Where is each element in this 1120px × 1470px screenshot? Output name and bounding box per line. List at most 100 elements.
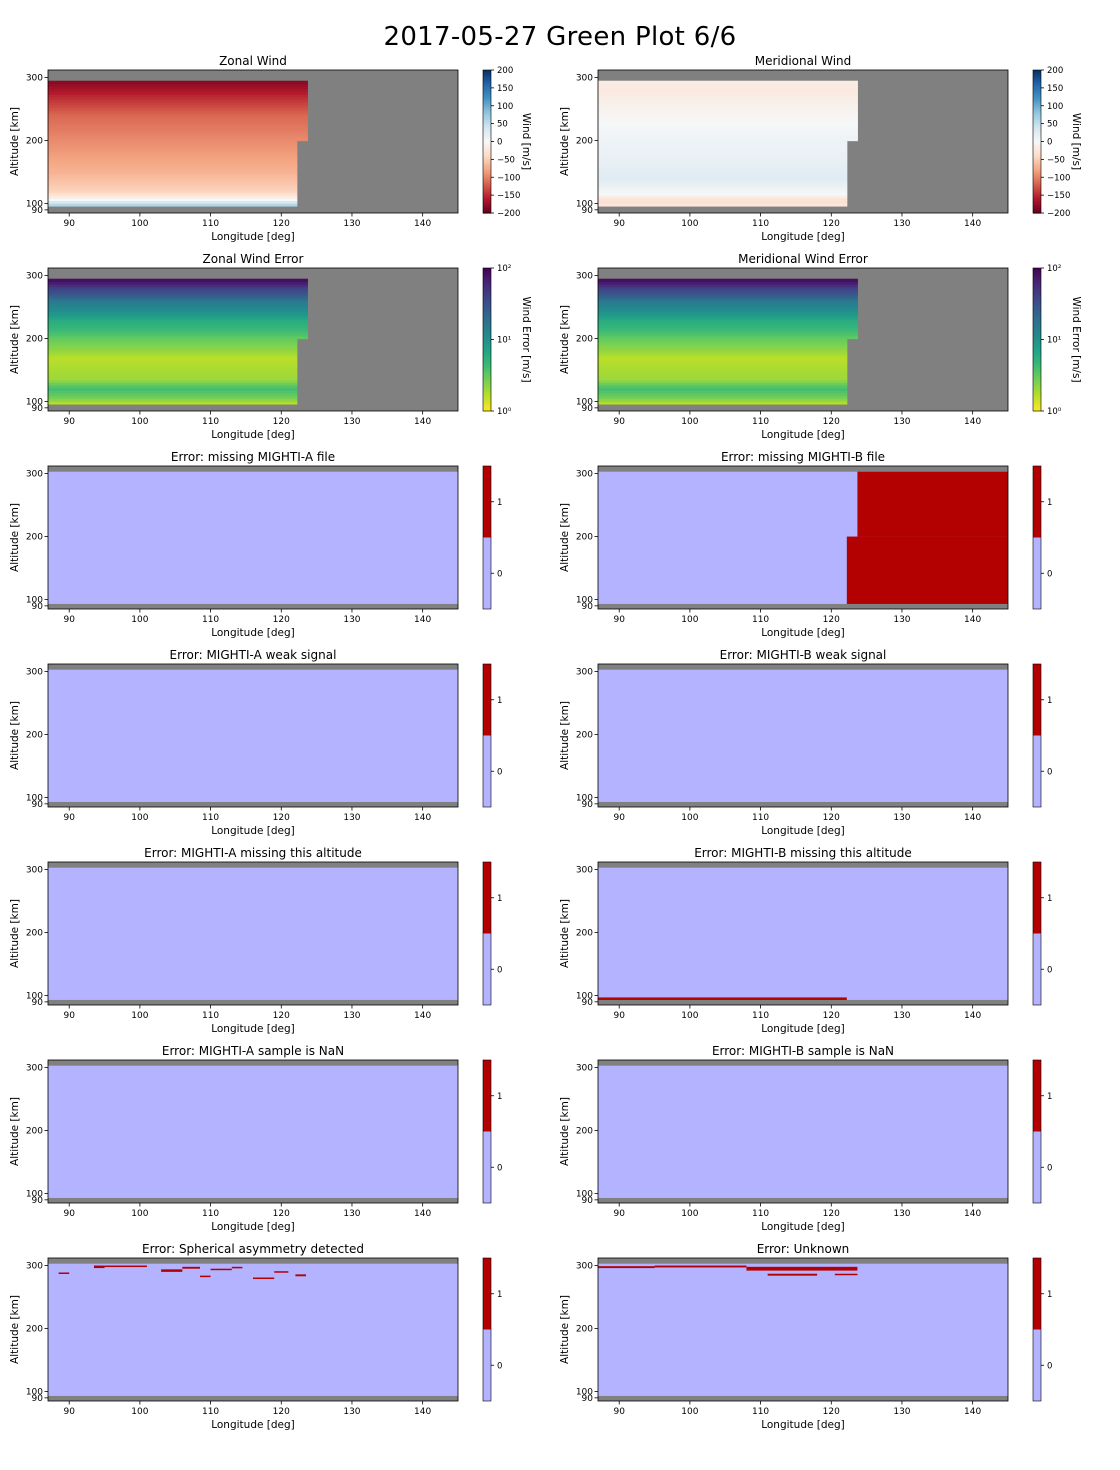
colorbar-segment bbox=[1033, 279, 1041, 283]
colorbar-segment bbox=[1033, 84, 1041, 88]
colorbar-frame bbox=[482, 1059, 492, 1204]
heatmap-band bbox=[598, 137, 858, 142]
colorbar-segment bbox=[483, 289, 491, 293]
heatmap-band bbox=[48, 129, 308, 133]
colorbar-segment bbox=[483, 146, 491, 150]
axes-frame bbox=[597, 861, 1009, 1006]
axes-frame bbox=[47, 267, 459, 412]
colorbar-segment bbox=[1033, 122, 1041, 126]
heatmap-band bbox=[598, 121, 858, 125]
colorbar-segment bbox=[1033, 165, 1041, 169]
heatmap-band bbox=[598, 91, 858, 95]
colorbar-segment bbox=[1033, 141, 1041, 145]
colorbar-segment bbox=[483, 72, 491, 76]
colorbar-segment bbox=[1033, 377, 1041, 381]
y-axis-label: Altitude [km] bbox=[9, 899, 21, 968]
colorbar-segment bbox=[483, 193, 491, 197]
colorbar-segment bbox=[483, 79, 491, 83]
heatmap-band bbox=[598, 382, 848, 386]
heatmap-band bbox=[598, 284, 858, 288]
colorbar-segment bbox=[483, 98, 491, 102]
y-tick-label: 200 bbox=[26, 533, 43, 543]
x-axis-label: Longitude [deg] bbox=[211, 1221, 295, 1233]
plot-area bbox=[48, 70, 458, 213]
heatmap-band bbox=[598, 384, 848, 389]
heatmap-band bbox=[598, 376, 848, 381]
flag-region bbox=[199, 1275, 211, 1278]
colorbar-segment bbox=[1033, 203, 1041, 207]
y-tick-label: 300 bbox=[26, 866, 43, 876]
colorbar-segment bbox=[483, 282, 491, 286]
colorbar-segment bbox=[483, 399, 491, 403]
heatmap-band bbox=[48, 170, 298, 174]
colorbar-tick-label: 1 bbox=[497, 1092, 502, 1102]
colorbar-one-segment bbox=[1033, 862, 1041, 934]
colorbar-segment bbox=[483, 296, 491, 300]
heatmap-band bbox=[48, 178, 298, 183]
colorbar: 10 bbox=[482, 1257, 502, 1402]
colorbar-segment bbox=[483, 277, 491, 281]
heatmap-band bbox=[48, 135, 308, 139]
heatmap-band bbox=[598, 322, 858, 326]
heatmap-band bbox=[598, 197, 848, 202]
heatmap-band bbox=[598, 300, 858, 304]
x-tick-label: 100 bbox=[681, 1209, 698, 1219]
colorbar-segment bbox=[483, 131, 491, 135]
heatmap-band bbox=[598, 333, 858, 337]
y-axis-label: Altitude [km] bbox=[9, 1295, 21, 1364]
colorbar-segment bbox=[1033, 110, 1041, 114]
colorbar-segment bbox=[1033, 382, 1041, 386]
colorbar-segment bbox=[483, 189, 491, 193]
y-tick-label: 200 bbox=[26, 1325, 43, 1335]
colorbar-segment bbox=[483, 384, 491, 388]
heatmap-band bbox=[598, 379, 848, 383]
colorbar-segment bbox=[1033, 98, 1041, 102]
x-tick-label: 100 bbox=[131, 615, 148, 625]
heatmap-band bbox=[598, 83, 858, 87]
colorbar-segment bbox=[1033, 143, 1041, 147]
heatmap-band bbox=[598, 135, 858, 139]
x-tick-label: 110 bbox=[752, 813, 769, 823]
y-tick-label: 90 bbox=[32, 1394, 44, 1404]
x-tick-label: 100 bbox=[681, 1407, 698, 1417]
heatmap-band bbox=[48, 333, 308, 337]
x-tick-label: 110 bbox=[752, 417, 769, 427]
y-tick-label: 300 bbox=[26, 1262, 43, 1272]
y-axis-label: Altitude [km] bbox=[9, 107, 21, 176]
y-tick-label: 90 bbox=[582, 1394, 594, 1404]
axes-frame bbox=[47, 69, 459, 214]
y-tick-label: 200 bbox=[26, 335, 43, 345]
heatmap-band bbox=[48, 297, 308, 302]
colorbar-zero-segment bbox=[1033, 1131, 1041, 1203]
heatmap-band bbox=[48, 365, 298, 370]
panel-title: Zonal Wind Error bbox=[203, 252, 304, 266]
x-tick-label: 120 bbox=[273, 813, 290, 823]
x-tick-label: 90 bbox=[613, 417, 625, 427]
heatmap-band bbox=[48, 88, 308, 93]
heatmap-band bbox=[598, 325, 858, 329]
colorbar-segment bbox=[1033, 387, 1041, 391]
colorbar-segment bbox=[1033, 179, 1041, 183]
colorbar-segment bbox=[1033, 329, 1041, 333]
colorbar-segment bbox=[483, 268, 491, 271]
colorbar-segment bbox=[1033, 158, 1041, 162]
heatmap-band bbox=[48, 303, 308, 307]
colorbar-segment bbox=[483, 403, 491, 407]
colorbar-segment bbox=[483, 318, 491, 322]
panel-title: Error: MIGHTI-B sample is NaN bbox=[712, 1044, 894, 1058]
colorbar-segment bbox=[483, 375, 491, 379]
heatmap-band bbox=[598, 393, 848, 397]
colorbar-segment bbox=[1033, 406, 1041, 410]
colorbar-segment bbox=[1033, 308, 1041, 312]
y-tick-label: 90 bbox=[32, 602, 44, 612]
y-tick-label: 90 bbox=[32, 206, 44, 216]
colorbar-segment bbox=[483, 363, 491, 367]
heatmap-band bbox=[48, 344, 298, 348]
heatmap-band bbox=[598, 151, 848, 155]
colorbar-zero-segment bbox=[483, 735, 491, 807]
colorbar-segment bbox=[483, 84, 491, 88]
colorbar-tick-label: 10¹ bbox=[497, 336, 511, 346]
flag-zero-region bbox=[598, 669, 1008, 802]
